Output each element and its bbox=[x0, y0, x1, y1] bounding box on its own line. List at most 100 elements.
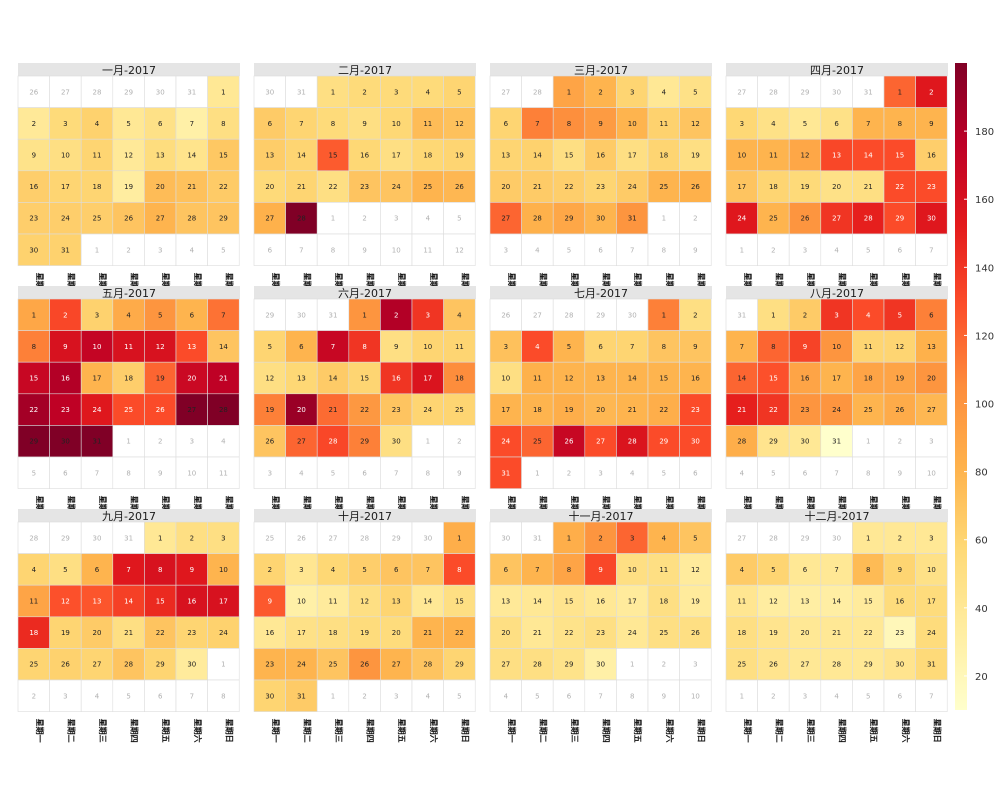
month-title: 八月-2017 bbox=[810, 287, 864, 300]
day-number: 28 bbox=[124, 661, 133, 669]
day-number: 5 bbox=[457, 215, 461, 223]
day-number: 8 bbox=[426, 469, 430, 477]
day-cell bbox=[80, 521, 114, 554]
day-cell bbox=[80, 298, 114, 331]
day-cell bbox=[820, 393, 853, 426]
day-number: 21 bbox=[187, 183, 196, 191]
weekday-label: 星期五 bbox=[397, 496, 407, 520]
day-number: 16 bbox=[691, 375, 700, 383]
day-cell bbox=[521, 170, 554, 203]
weekday-label: 星期六 bbox=[193, 719, 203, 743]
day-number: 9 bbox=[898, 566, 902, 574]
day-number: 16 bbox=[392, 375, 401, 383]
day-cell bbox=[253, 170, 286, 203]
day-cell bbox=[443, 648, 476, 681]
colorbar-tick-label: 20 bbox=[975, 672, 988, 683]
day-cell bbox=[489, 584, 522, 618]
day-cell bbox=[411, 361, 444, 395]
day-number: 7 bbox=[630, 343, 634, 351]
day-cell bbox=[380, 298, 413, 331]
day-cell bbox=[49, 393, 82, 426]
day-cell bbox=[616, 330, 649, 363]
day-number: 18 bbox=[864, 375, 873, 383]
day-number: 20 bbox=[832, 183, 841, 191]
weekday-label: 星期二 bbox=[66, 719, 76, 743]
day-number: 12 bbox=[455, 246, 464, 254]
day-number: 2 bbox=[598, 88, 602, 96]
day-number: 25 bbox=[737, 661, 746, 669]
day-number: 5 bbox=[126, 120, 130, 128]
day-cell bbox=[852, 233, 885, 266]
day-number: 26 bbox=[691, 629, 700, 637]
weekday-label: 星期一 bbox=[507, 496, 517, 520]
month-title-strip bbox=[18, 509, 240, 522]
day-number: 18 bbox=[455, 375, 464, 383]
weekday-label: 星期五 bbox=[633, 719, 643, 743]
weekday-label: 星期五 bbox=[633, 496, 643, 520]
day-number: 4 bbox=[190, 246, 195, 254]
day-number: 1 bbox=[535, 469, 539, 477]
day-cell bbox=[207, 584, 240, 618]
day-cell bbox=[112, 202, 145, 235]
day-number: 19 bbox=[691, 152, 700, 160]
day-cell bbox=[647, 298, 680, 331]
day-number: 14 bbox=[124, 598, 133, 606]
day-cell bbox=[112, 553, 145, 586]
day-cell bbox=[316, 75, 350, 108]
day-cell bbox=[80, 202, 114, 235]
day-number: 29 bbox=[61, 534, 70, 542]
day-cell bbox=[820, 361, 853, 395]
colorbar-tick-label: 40 bbox=[975, 604, 988, 615]
day-number: 5 bbox=[457, 88, 461, 96]
day-cell bbox=[175, 233, 208, 266]
day-number: 7 bbox=[394, 469, 398, 477]
day-cell bbox=[112, 170, 145, 203]
weekday-label: 星期六 bbox=[429, 496, 439, 520]
day-number: 13 bbox=[596, 375, 605, 383]
day-cell bbox=[679, 679, 712, 712]
day-number: 22 bbox=[565, 629, 574, 637]
day-number: 1 bbox=[221, 88, 225, 96]
day-cell bbox=[552, 456, 586, 489]
day-number: 4 bbox=[662, 534, 667, 542]
day-number: 11 bbox=[29, 598, 38, 606]
day-cell bbox=[521, 361, 554, 395]
day-cell bbox=[285, 170, 318, 203]
day-number: 10 bbox=[93, 343, 102, 351]
day-number: 21 bbox=[219, 375, 228, 383]
day-number: 9 bbox=[693, 246, 697, 254]
weekday-label: 星期五 bbox=[869, 273, 879, 297]
day-cell bbox=[207, 170, 240, 203]
day-number: 14 bbox=[628, 375, 637, 383]
day-cell bbox=[915, 521, 948, 554]
day-cell bbox=[915, 616, 948, 649]
day-number: 31 bbox=[501, 469, 510, 477]
day-number: 28 bbox=[864, 215, 873, 223]
day-number: 3 bbox=[95, 311, 99, 319]
day-cell bbox=[725, 393, 758, 426]
day-cell bbox=[17, 298, 50, 331]
month-title: 十月-2017 bbox=[338, 509, 392, 523]
day-cell bbox=[253, 138, 286, 172]
day-number: 18 bbox=[659, 152, 668, 160]
day-number: 27 bbox=[801, 661, 810, 669]
day-cell bbox=[679, 425, 712, 458]
day-cell bbox=[17, 202, 50, 235]
day-number: 30 bbox=[501, 534, 510, 542]
day-cell bbox=[915, 233, 948, 266]
day-number: 18 bbox=[124, 375, 133, 383]
day-cell bbox=[679, 553, 712, 586]
day-cell bbox=[411, 202, 444, 235]
day-number: 22 bbox=[565, 183, 574, 191]
day-number: 28 bbox=[423, 661, 432, 669]
day-number: 28 bbox=[297, 215, 306, 223]
day-number: 23 bbox=[691, 406, 700, 414]
day-cell bbox=[17, 553, 50, 586]
day-number: 6 bbox=[598, 343, 603, 351]
day-cell bbox=[285, 648, 318, 681]
day-number: 15 bbox=[659, 375, 668, 383]
day-number: 25 bbox=[265, 534, 274, 542]
day-number: 6 bbox=[268, 246, 273, 254]
day-cell bbox=[489, 107, 522, 140]
